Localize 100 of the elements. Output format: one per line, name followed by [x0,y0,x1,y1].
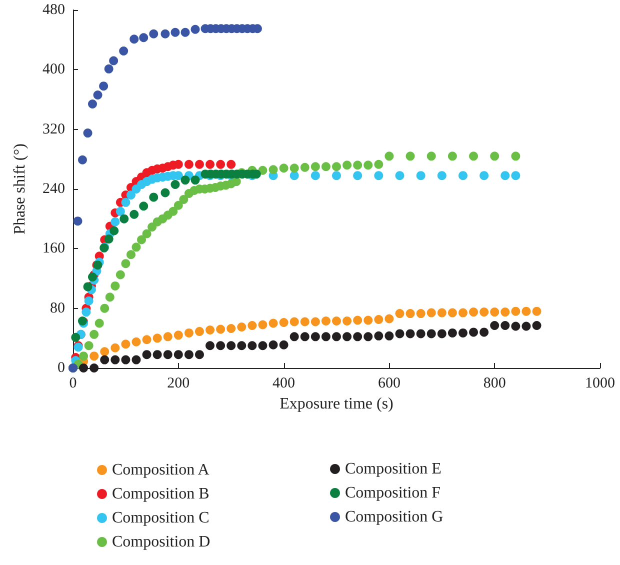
point [248,341,257,350]
point [490,308,500,317]
point [490,320,500,330]
point [142,350,152,360]
point [353,160,362,170]
x-tick-label: 400 [272,376,296,392]
point [353,316,362,325]
point [142,335,152,344]
point [384,152,394,161]
point [395,171,404,180]
point [216,160,226,169]
point [83,128,92,138]
y-tick-label: 160 [42,240,65,257]
point [448,328,457,338]
point [384,331,394,340]
x-tick-label: 200 [167,376,190,392]
point [180,28,190,37]
point [132,337,141,346]
point [469,328,478,337]
point [152,334,162,343]
point [180,176,190,185]
legend-label: Composition D [112,534,210,550]
point [258,341,268,350]
point [84,341,94,350]
point [321,332,330,342]
point [437,329,446,338]
point [184,160,194,169]
point [149,192,158,202]
point [237,322,246,332]
point [279,318,288,327]
legend-label: Composition C [112,510,210,526]
point [126,190,136,200]
point [121,259,130,268]
point [104,234,114,244]
point [268,165,278,174]
point [82,308,91,317]
point [406,329,415,338]
point [93,90,102,100]
point [364,160,373,170]
point [99,82,108,91]
point [458,308,468,318]
point [332,316,341,326]
point [110,281,120,290]
point [137,235,146,244]
point [160,188,170,198]
point [300,317,310,326]
point [94,318,104,328]
point [232,177,241,186]
point [310,162,320,172]
y-tick-label: 80 [50,300,65,316]
point [110,226,119,236]
point [226,160,236,169]
point [511,322,520,331]
point [206,341,215,350]
point [500,320,510,330]
point [437,171,446,180]
point [384,314,394,324]
point [132,355,141,364]
point [160,29,170,38]
point [84,296,94,306]
point [163,350,172,360]
x-tick-label: 800 [483,376,506,392]
point [395,309,404,318]
point [216,324,226,334]
point [90,330,99,339]
point [321,316,330,326]
point [332,162,341,172]
point [511,306,520,316]
point [321,162,330,172]
point [374,315,384,324]
point [522,306,531,316]
point [110,217,120,226]
point [116,206,125,216]
point [332,171,341,180]
point [416,171,426,180]
point [290,171,299,180]
point [149,29,158,38]
legend-label: Composition A [112,462,210,478]
x-tick-label: 0 [69,376,77,392]
point [406,152,415,161]
point [216,341,226,350]
point [458,328,468,338]
point [139,202,148,211]
point [364,332,373,342]
point [426,308,436,318]
point [100,304,110,313]
point [100,355,110,364]
y-tick-label: 240 [42,181,65,197]
point [395,329,404,338]
point [469,152,478,161]
point [174,350,183,360]
y-tick-label: 480 [42,2,65,18]
point [88,272,97,282]
point [353,171,362,180]
point [374,171,384,180]
point [152,350,162,360]
point [105,292,114,302]
y-tick-label: 0 [58,360,65,376]
x-tick-label: 1000 [585,376,615,392]
point [174,330,183,340]
